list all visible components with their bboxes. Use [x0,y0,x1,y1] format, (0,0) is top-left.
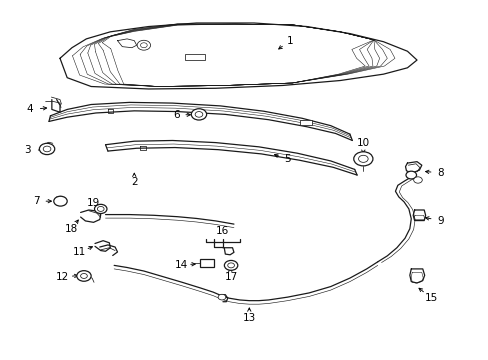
Circle shape [140,43,147,48]
Circle shape [81,274,87,278]
Text: 15: 15 [424,293,437,303]
Text: 3: 3 [24,145,31,155]
Circle shape [43,146,51,152]
Text: 9: 9 [437,216,444,226]
Circle shape [40,143,55,154]
Text: 2: 2 [131,177,137,187]
Circle shape [191,109,206,120]
Text: 7: 7 [33,196,39,206]
Circle shape [224,260,237,270]
Text: 6: 6 [173,110,180,120]
Circle shape [94,204,107,213]
Circle shape [358,155,367,162]
Text: 16: 16 [216,226,229,236]
Text: 14: 14 [174,260,187,270]
Text: 17: 17 [224,272,237,282]
Text: 11: 11 [72,247,85,257]
Bar [184,54,204,60]
Text: 18: 18 [64,224,78,234]
Circle shape [353,152,372,166]
Text: 4: 4 [26,104,33,114]
Bar [299,120,311,125]
Circle shape [413,177,422,183]
Text: 1: 1 [286,36,293,46]
Text: 13: 13 [242,312,255,323]
Text: 8: 8 [437,168,444,178]
Circle shape [97,207,104,211]
Circle shape [54,196,67,206]
Text: 5: 5 [284,154,290,164]
Circle shape [227,263,234,268]
Circle shape [218,294,225,300]
Circle shape [405,171,416,179]
Circle shape [77,271,91,281]
Bar [200,259,213,267]
Text: 10: 10 [356,138,369,148]
Text: 12: 12 [56,272,69,282]
Circle shape [137,40,150,50]
Text: 19: 19 [87,198,100,208]
Circle shape [195,112,203,117]
